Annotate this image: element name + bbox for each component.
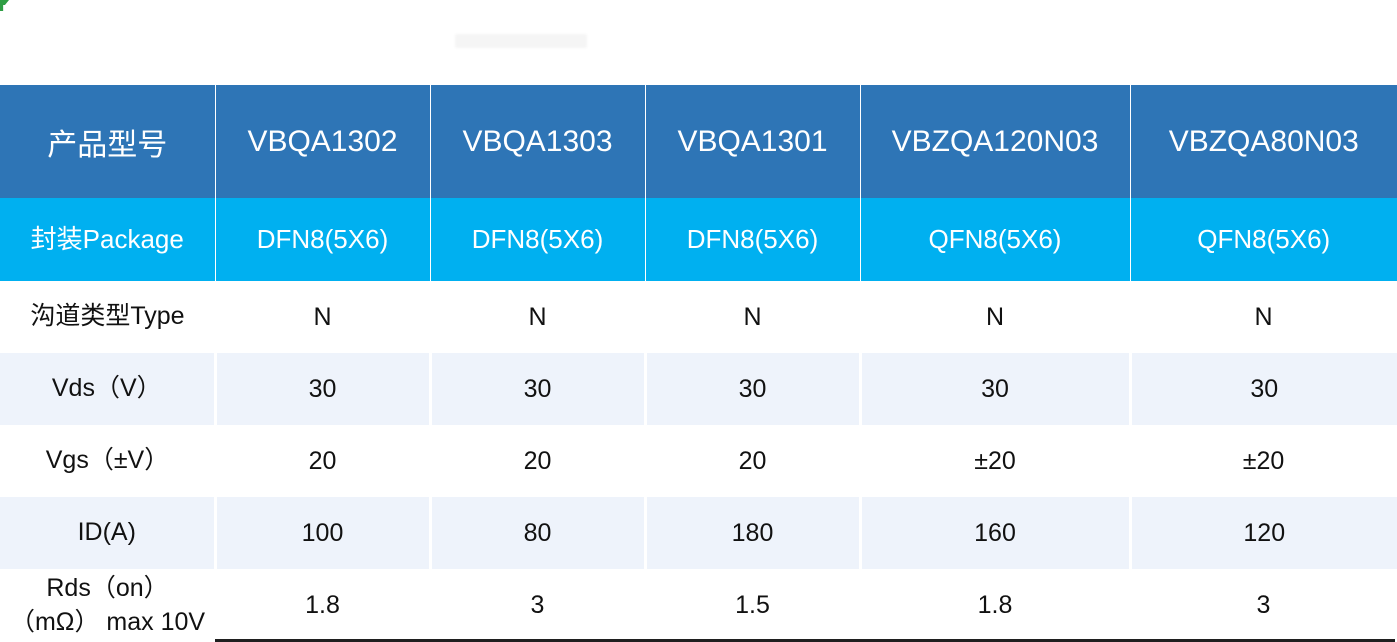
row-label: Vds（V） xyxy=(0,353,217,425)
product-spec-table: 产品型号 VBQA1302 VBQA1303 VBQA1301 VBZQA120N03 V… xyxy=(0,85,1397,642)
cell: 30 xyxy=(860,353,1132,425)
row-label: 封装Package xyxy=(0,198,216,281)
cell: 1.8 xyxy=(215,569,430,642)
cell: DFN8(5X6) xyxy=(215,198,431,281)
green-corner-mark xyxy=(0,0,9,11)
table-row: 封装Package DFN8(5X6) DFN8(5X6) DFN8(5X6) QFN8… xyxy=(0,198,1397,281)
table-row: Vds（V） 30 30 30 30 30 xyxy=(0,353,1397,425)
table-header: 产品型号 VBQA1302 VBQA1303 VBQA1301 VBZQA120N03 V… xyxy=(0,85,1397,198)
cell: QFN8(5X6) xyxy=(1130,198,1397,281)
cell: DFN8(5X6) xyxy=(430,198,646,281)
cell: 3 xyxy=(430,569,645,642)
cell: 30 xyxy=(430,353,647,425)
cell: N xyxy=(860,281,1130,353)
cell: 80 xyxy=(430,497,647,569)
cell: 160 xyxy=(860,497,1132,569)
column-header: VBQA1303 xyxy=(430,85,646,198)
cell: 180 xyxy=(645,497,862,569)
cell: QFN8(5X6) xyxy=(860,198,1131,281)
cell: 1.8 xyxy=(860,569,1130,642)
cell: N xyxy=(215,281,430,353)
faint-watermark xyxy=(455,34,587,48)
cell: 20 xyxy=(215,425,430,497)
cell: 30 xyxy=(1130,353,1397,425)
cell: ±20 xyxy=(860,425,1130,497)
row-label: 沟道类型Type xyxy=(0,281,215,353)
table-row: 沟道类型Type N N N N N xyxy=(0,281,1397,353)
cell: 20 xyxy=(645,425,860,497)
row-label: Vgs（±V） xyxy=(0,425,215,497)
cell: 30 xyxy=(215,353,432,425)
cell: DFN8(5X6) xyxy=(645,198,861,281)
cell: 30 xyxy=(645,353,862,425)
cell: 100 xyxy=(215,497,432,569)
cell: ±20 xyxy=(1130,425,1397,497)
header-row: 产品型号 VBQA1302 VBQA1303 VBQA1301 VBZQA120N03 V… xyxy=(0,85,1397,198)
cell: 20 xyxy=(430,425,645,497)
cell: N xyxy=(430,281,645,353)
column-header: VBZQA80N03 xyxy=(1130,85,1397,198)
row-label: ID(A) xyxy=(0,497,217,569)
table-row: Vgs（±V） 20 20 20 ±20 ±20 xyxy=(0,425,1397,497)
cell: 120 xyxy=(1130,497,1397,569)
cell: 1.5 xyxy=(645,569,860,642)
cell: 3 xyxy=(1130,569,1397,642)
table-body: 封装Package DFN8(5X6) DFN8(5X6) DFN8(5X6) QFN8… xyxy=(0,198,1397,642)
table-row: Rds（on） （mΩ） max 10V 1.8 3 1.5 1.8 3 xyxy=(0,569,1397,642)
cell: N xyxy=(645,281,860,353)
table-row: ID(A) 100 80 180 160 120 xyxy=(0,497,1397,569)
column-header: VBQA1302 xyxy=(215,85,431,198)
column-header: VBQA1301 xyxy=(645,85,861,198)
table-bottom-border xyxy=(215,639,1395,642)
cell: N xyxy=(1130,281,1397,353)
row-label: Rds（on） （mΩ） max 10V xyxy=(0,569,215,642)
row-header-product-model: 产品型号 xyxy=(0,85,216,198)
column-header: VBZQA120N03 xyxy=(860,85,1131,198)
